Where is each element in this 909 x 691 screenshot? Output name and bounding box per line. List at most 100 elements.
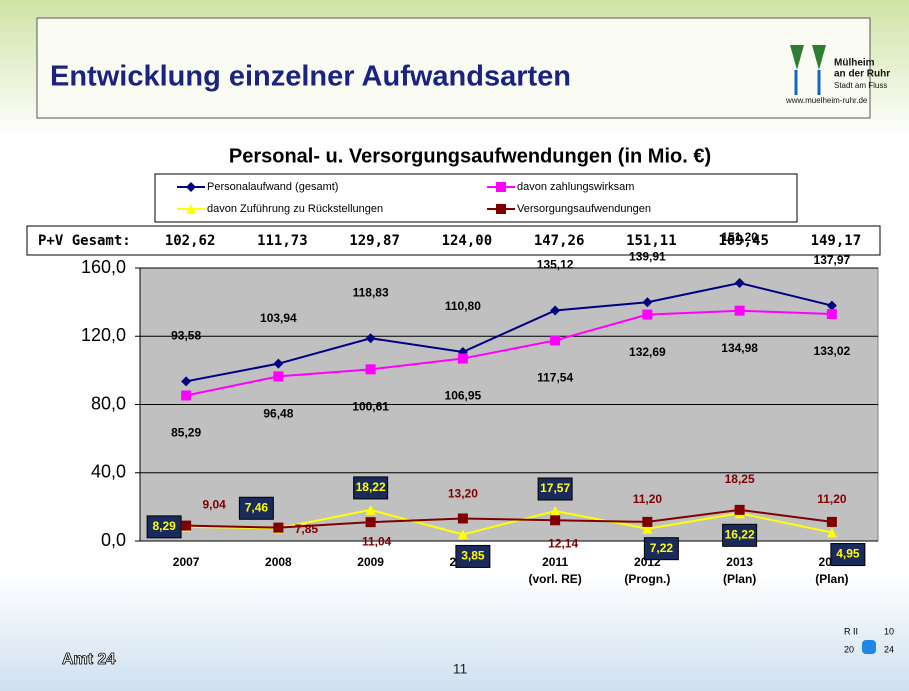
legend-marker [496,204,506,214]
marker [550,506,561,517]
legend-marker [186,204,196,214]
marker [273,371,284,382]
data-label: 8,29 [152,519,176,533]
page-number: 11 [453,661,468,677]
marker [642,523,653,534]
marker [457,353,468,364]
marker [642,516,653,527]
label-box [722,523,758,547]
data-label: 18,25 [725,472,755,486]
legend-marker [496,182,506,192]
data-label: 93,58 [171,329,201,343]
marker [550,515,561,526]
total-label: 129,87 [349,233,400,249]
marker [273,358,284,369]
badge-text: 20 [844,644,854,654]
data-label: 18,22 [356,480,386,494]
badge-icon [862,640,876,654]
data-label: 11,20 [633,492,663,506]
data-label: 139,91 [629,249,666,263]
total-label: 102,62 [165,233,216,249]
series-line [185,281,833,383]
data-label: 4,95 [836,547,860,561]
footer: Amt 24 [62,651,115,668]
marker [365,504,376,515]
marker [181,390,192,401]
x-tick-label: (Plan) [815,572,848,586]
series-line [186,508,833,536]
data-label: 118,83 [353,285,389,299]
data-label: 103,94 [260,311,297,325]
label-box [455,544,491,568]
data-label: 100,61 [352,400,389,414]
marker [365,333,376,344]
marker [642,309,653,320]
data-label: 132,69 [629,345,666,359]
logo-shape [790,45,826,70]
x-tick-label: (vorl. RE) [528,572,581,586]
legend [154,173,798,223]
totals-label: P+V Gesamt: [38,233,131,249]
logo-text: www.muelheim-ruhr.de [785,96,868,105]
data-label: 13,20 [448,487,478,501]
y-tick-label: 40,0 [91,462,126,482]
data-label: 11,04 [362,534,392,548]
total-label: 151,11 [626,233,677,249]
x-tick-label: 2013 [726,555,753,569]
badge-text: 24 [884,644,894,654]
data-label: 151,20 [721,230,758,244]
legend-label: Personalaufwand (gesamt) [207,181,338,193]
data-label: 9,04 [202,498,226,512]
marker [734,278,745,289]
marker [273,522,284,533]
label-box [830,543,866,567]
data-label: 96,48 [263,407,293,421]
y-tick-label: 120,0 [81,325,126,345]
totals-row [26,225,881,256]
marker [642,297,653,308]
marker [181,376,192,387]
x-tick-label: 2011 [542,555,568,569]
title-box [36,17,871,119]
data-label: 106,95 [445,389,482,403]
label-box [238,496,274,520]
badge: R II 10 20 24 [844,626,894,654]
data-label: 7,46 [245,500,269,514]
marker [826,300,837,311]
marker [550,305,561,316]
label-box [353,476,389,500]
marker [734,305,745,316]
logo-text: Stadt am Fluss [834,81,887,90]
badge-text: 10 [884,626,894,636]
marker [457,529,468,540]
data-label: 85,29 [171,426,201,440]
data-label: 134,98 [721,341,758,355]
marker [457,513,468,524]
badge-text: R II [844,626,858,636]
x-tick-label: 2007 [173,555,200,569]
data-label: 110,80 [445,299,481,313]
chart-title: Personal- u. Versorgungsaufwendungen (in… [229,145,711,167]
total-label: 124,00 [442,233,493,249]
data-label: 11,20 [817,492,847,506]
y-tick-label: 80,0 [91,393,126,413]
legend-label: davon zahlungswirksam [517,181,634,193]
x-tick-label: 2008 [265,555,292,569]
slide-title: Entwicklung einzelner Aufwandsarten [50,61,571,93]
data-label: 3,85 [461,549,485,563]
logo-text: Mülheim [834,58,875,69]
marker [550,335,561,346]
logo-text: an der Ruhr [834,69,890,80]
marker [826,309,837,320]
series-line [186,508,833,529]
label-box [643,537,679,561]
series-line [185,309,832,397]
data-label: 133,02 [814,344,851,358]
data-label: 17,57 [540,481,570,495]
marker [365,517,376,528]
x-tick-label: (Plan) [723,572,756,586]
data-label: 135,12 [537,258,574,272]
marker [734,504,745,515]
label-box [537,477,573,501]
